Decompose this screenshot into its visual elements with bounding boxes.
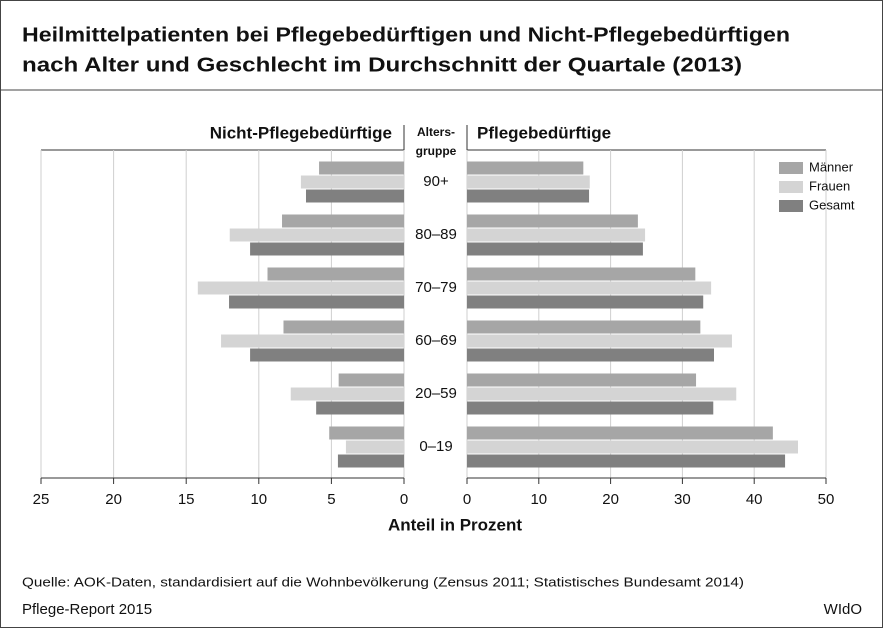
- title-line: Heilmittelpatienten bei Pflegebedürftige…: [22, 24, 790, 46]
- x-tick-label: 25: [33, 491, 50, 508]
- bar: [467, 401, 714, 415]
- legend-swatch: [779, 162, 803, 174]
- bar: [250, 242, 404, 256]
- legend-swatch: [779, 200, 803, 212]
- bar: [467, 281, 712, 295]
- legend-label: Gesamt: [809, 197, 855, 212]
- x-tick-label: 10: [530, 491, 547, 508]
- bar: [282, 214, 404, 228]
- category-label: 0–19: [419, 438, 452, 455]
- category-label: 60–69: [415, 332, 457, 349]
- x-tick-label: 10: [250, 491, 267, 508]
- x-tick-label: 5: [327, 491, 335, 508]
- bar: [267, 267, 404, 281]
- bar: [319, 161, 404, 175]
- bar: [467, 161, 584, 175]
- legend-label: Männer: [809, 159, 854, 174]
- bar: [467, 320, 701, 334]
- bar: [229, 228, 404, 242]
- bar: [467, 348, 714, 362]
- x-tick-label: 15: [178, 491, 195, 508]
- panel-title: Pflegebedürftige: [477, 123, 611, 142]
- bar: [197, 281, 404, 295]
- bar: [467, 228, 646, 242]
- category-header: gruppe: [416, 144, 457, 158]
- x-tick-label: 40: [746, 491, 763, 508]
- x-axis-label: Anteil in Prozent: [388, 515, 522, 534]
- category-label: 20–59: [415, 385, 457, 402]
- bar: [467, 334, 732, 348]
- bar: [250, 348, 404, 362]
- bar: [467, 242, 643, 256]
- bar: [345, 440, 404, 454]
- bar: [338, 373, 404, 387]
- x-tick-label: 50: [818, 491, 835, 508]
- source: Quelle: AOK-Daten, standardisiert auf di…: [22, 574, 744, 589]
- bar: [467, 454, 786, 468]
- footer-left: Pflege-Report 2015: [22, 601, 152, 618]
- bar: [221, 334, 404, 348]
- bar: [283, 320, 404, 334]
- bar: [337, 454, 404, 468]
- bar: [467, 189, 590, 203]
- bar: [467, 267, 696, 281]
- bar: [229, 295, 404, 309]
- title-line: nach Alter und Geschlecht im Durchschnit…: [22, 54, 742, 76]
- bar: [467, 373, 697, 387]
- category-label: 70–79: [415, 279, 457, 296]
- category-label: 80–89: [415, 226, 457, 243]
- legend-label: Frauen: [809, 178, 850, 193]
- bar: [300, 175, 404, 189]
- bar: [329, 426, 404, 440]
- x-tick-label: 20: [602, 491, 619, 508]
- bar: [305, 189, 404, 203]
- x-tick-label: 0: [400, 491, 408, 508]
- bar: [467, 440, 798, 454]
- legend-swatch: [779, 181, 803, 193]
- category-label: 90+: [423, 173, 449, 190]
- bar: [467, 387, 737, 401]
- x-tick-label: 30: [674, 491, 691, 508]
- panel-title: Nicht-Pflegebedürftige: [210, 123, 392, 142]
- bar: [290, 387, 404, 401]
- x-tick-label: 0: [463, 491, 471, 508]
- bar: [467, 295, 704, 309]
- bar: [467, 426, 773, 440]
- category-header: Alters-: [417, 125, 455, 139]
- bar: [467, 214, 638, 228]
- footer-right: WIdO: [824, 601, 862, 618]
- bar: [316, 401, 404, 415]
- bar: [467, 175, 590, 189]
- x-tick-label: 20: [105, 491, 122, 508]
